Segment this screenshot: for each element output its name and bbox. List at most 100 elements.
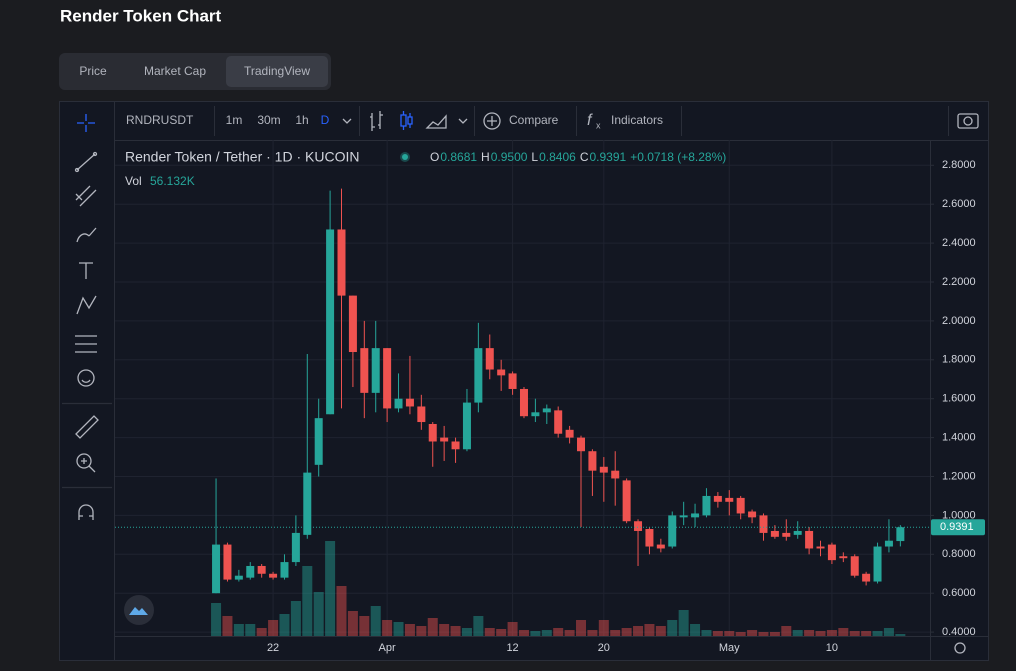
volume-bar xyxy=(792,630,803,636)
candle-body xyxy=(462,402,471,450)
candle-body xyxy=(725,497,734,502)
tab[interactable]: Price xyxy=(79,64,107,78)
volume-bar xyxy=(576,620,587,636)
volume-bar xyxy=(712,631,723,636)
candle-body xyxy=(508,373,517,389)
candle-body xyxy=(759,515,768,533)
volume-bar xyxy=(564,630,575,636)
candle-body xyxy=(805,530,814,549)
candle-body xyxy=(862,573,871,582)
candle-body xyxy=(611,470,620,479)
volume-bar xyxy=(678,610,689,636)
vol-key: Vol xyxy=(125,174,142,188)
volume-bar xyxy=(268,620,279,636)
logo[interactable] xyxy=(124,595,154,625)
y-tick-label: 1.8000 xyxy=(942,354,976,366)
candle-body xyxy=(565,429,574,438)
candle-body xyxy=(474,348,483,403)
volume-bar xyxy=(313,592,324,636)
x-tick-label: 20 xyxy=(598,642,610,654)
ohlc-key: C xyxy=(580,150,589,164)
interval[interactable]: 30m xyxy=(257,113,280,127)
volume-bar xyxy=(826,630,837,636)
change: +0.0718 (+8.28%) xyxy=(630,150,726,164)
candle-body xyxy=(816,546,825,549)
volume-bar xyxy=(553,628,564,636)
x-tick-label: 22 xyxy=(267,642,279,654)
interval[interactable]: D xyxy=(321,113,330,127)
candle-body xyxy=(417,406,426,423)
candle-body xyxy=(440,437,449,442)
candle-body xyxy=(770,530,779,537)
volume-bar xyxy=(256,628,267,636)
volume-bar xyxy=(701,630,712,636)
volume-bar xyxy=(530,631,541,636)
candle-body xyxy=(405,398,414,407)
volume-bar xyxy=(370,606,381,636)
candle-body xyxy=(691,513,700,518)
tab[interactable]: TradingView xyxy=(244,64,310,78)
volume-bar xyxy=(895,633,906,636)
candle-body xyxy=(326,229,335,415)
last-price-tag xyxy=(931,519,985,536)
y-tick-label: 1.2000 xyxy=(942,470,976,482)
candle-body xyxy=(668,515,677,547)
volume-bar xyxy=(838,628,849,636)
settings-icon[interactable] xyxy=(954,642,966,654)
volume-bar xyxy=(439,624,450,636)
volume-bar xyxy=(393,622,404,636)
volume-bar xyxy=(644,624,655,636)
symbol-name: Render Token / Tether · 1D · KUCOIN xyxy=(125,149,359,165)
compare-button[interactable]: Compare xyxy=(509,113,559,127)
candle-body xyxy=(850,556,859,576)
y-tick-label: 0.6000 xyxy=(942,587,976,599)
candle-body xyxy=(896,527,905,542)
volume-bar xyxy=(724,631,735,636)
symbol[interactable]: RNDRUSDT xyxy=(126,113,194,127)
interval[interactable]: 1h xyxy=(295,113,308,127)
indicators-button[interactable]: Indicators xyxy=(611,113,663,127)
ohlc-value: 0.8681 xyxy=(440,150,477,164)
volume-bar xyxy=(461,628,472,636)
volume-bar xyxy=(769,632,780,636)
svg-text:x: x xyxy=(596,120,601,130)
volume-bar xyxy=(781,626,792,636)
volume-bar xyxy=(325,541,336,636)
y-tick-label: 2.6000 xyxy=(942,198,976,210)
candle-body xyxy=(873,546,882,582)
candle-body xyxy=(314,418,323,465)
y-tick-label: 2.8000 xyxy=(942,159,976,171)
plot-area xyxy=(115,140,930,636)
x-tick-label: 10 xyxy=(826,642,838,654)
volume-bar xyxy=(587,630,598,636)
volume-bar xyxy=(347,611,358,636)
y-tick-label: 0.8000 xyxy=(942,548,976,560)
ohlc-key: L xyxy=(531,150,538,164)
y-tick-label: 2.0000 xyxy=(942,315,976,327)
y-tick-label: 0.4000 xyxy=(942,626,976,638)
interval[interactable]: 1m xyxy=(226,113,243,127)
y-tick-label: 1.0000 xyxy=(942,509,976,521)
candle-body xyxy=(577,437,586,452)
tab[interactable]: Market Cap xyxy=(144,64,206,78)
volume-bar xyxy=(496,629,507,636)
volume-bar xyxy=(872,631,883,636)
volume-bar xyxy=(518,630,529,636)
candle-body xyxy=(519,388,528,417)
candle-body xyxy=(599,466,608,473)
ohlc-value: 0.8406 xyxy=(539,150,576,164)
candle-body xyxy=(303,472,312,535)
left-toolbar xyxy=(62,114,112,520)
candle-body xyxy=(337,229,346,296)
candle-body xyxy=(360,348,369,393)
volume-bar xyxy=(211,603,222,636)
volume-bar xyxy=(404,624,415,636)
vol-value: 56.132K xyxy=(150,174,195,188)
volume-bar xyxy=(849,631,860,636)
candle-body xyxy=(371,348,380,393)
candle-body xyxy=(234,575,243,580)
candle-body xyxy=(394,398,403,409)
volume-bar xyxy=(883,628,894,636)
